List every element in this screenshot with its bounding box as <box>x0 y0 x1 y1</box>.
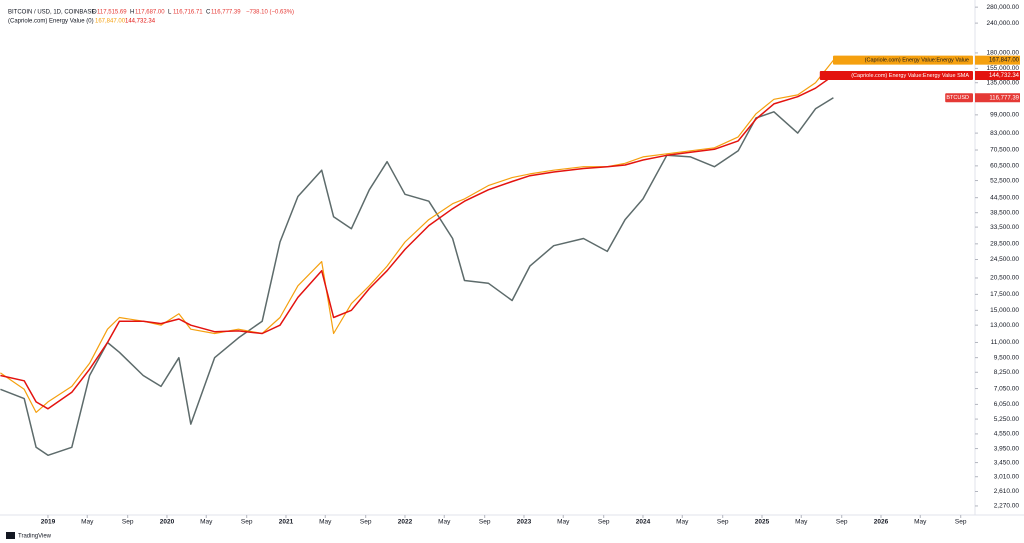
x-tick-label: Sep <box>479 519 491 526</box>
x-tick-label: May <box>200 519 213 526</box>
x-tick-label: 2021 <box>279 519 294 526</box>
y-tick-label: 20,500.00 <box>990 275 1019 282</box>
value-label: 116,777.39 <box>989 95 1019 101</box>
indicator-value: 167,847.00 <box>95 19 126 25</box>
y-tick-label: 52,500.00 <box>990 177 1019 184</box>
y-tick-label: 24,500.00 <box>990 256 1019 263</box>
y-tick-label: 9,500.00 <box>994 354 1020 361</box>
x-tick-label: Sep <box>598 519 610 526</box>
x-tick-label: 2023 <box>517 519 532 526</box>
y-tick-label: 13,000.00 <box>990 322 1019 329</box>
y-tick-label: 33,500.00 <box>990 224 1019 231</box>
x-tick-label: Sep <box>122 519 134 526</box>
y-tick-label: 38,500.00 <box>990 209 1019 216</box>
x-tick-label: Sep <box>717 519 729 526</box>
y-tick-label: 3,010.00 <box>994 473 1020 480</box>
y-tick-label: 4,550.00 <box>994 431 1020 438</box>
ohlc-value: 116,716.71 <box>173 10 203 16</box>
series-name: (Capriole.com) Energy Value:Energy Value <box>865 58 969 64</box>
x-tick-label: 2026 <box>874 519 889 526</box>
x-tick-label: May <box>319 519 332 526</box>
ohlc-value: 117,687.00 <box>135 10 165 16</box>
last-value-label: BTCUSD 116,777.39 <box>945 93 1020 103</box>
x-tick-label: Sep <box>360 519 372 526</box>
y-tick-label: 135,000.00 <box>986 79 1019 86</box>
name-box <box>833 55 973 65</box>
ohlc-key: H <box>130 10 134 16</box>
x-tick-label: 2020 <box>160 519 175 526</box>
value-box <box>975 71 1020 81</box>
footer: TradingView <box>18 534 52 540</box>
y-tick-label: 15,000.00 <box>990 307 1019 314</box>
symbol: BITCOIN / USD, 1D, COINBASE <box>8 10 95 16</box>
y-tick-label: 8,250.00 <box>994 369 1020 376</box>
ohlc-key: O <box>92 10 97 16</box>
x-tick-label: Sep <box>836 519 848 526</box>
y-tick-label: 155,000.00 <box>986 65 1019 72</box>
x-tick-label: May <box>438 519 451 526</box>
logo <box>6 532 15 539</box>
x-tick-label: May <box>81 519 94 526</box>
ohlc-value: 117,515.69 <box>97 10 127 16</box>
x-tick-label: 2019 <box>41 519 56 526</box>
y-tick-label: 180,000.00 <box>986 50 1019 57</box>
y-tick-label: 44,500.00 <box>990 194 1019 201</box>
indicator-value: 144,732.34 <box>125 19 156 25</box>
y-tick-label: 6,050.00 <box>994 401 1020 408</box>
series-line <box>0 97 834 457</box>
ohlc-key: C <box>206 10 211 16</box>
x-tick-label: May <box>795 519 808 526</box>
value-label: 167,847.00 <box>989 58 1020 64</box>
name-box <box>819 71 973 81</box>
y-tick-label: 83,000.00 <box>990 130 1019 137</box>
y-tick-label: 70,500.00 <box>990 147 1019 154</box>
series-line <box>0 74 834 410</box>
indicator: (Capriole.com) Energy Value (0) <box>8 19 94 25</box>
series-line <box>0 59 834 413</box>
y-tick-label: 11,000.00 <box>991 339 1020 346</box>
y-tick-label: 99,000.00 <box>990 112 1019 119</box>
series-name: BTCUSD <box>946 95 969 101</box>
last-value-label: (Capriole.com) Energy Value:Energy Value… <box>819 71 1020 81</box>
change: −738.10 (−0.63%) <box>246 10 294 16</box>
y-tick-label: 5,250.00 <box>994 416 1020 423</box>
name-box <box>945 93 973 103</box>
y-tick-label: 17,500.00 <box>990 291 1019 298</box>
x-tick-label: 2024 <box>636 519 651 526</box>
value-box <box>975 93 1020 103</box>
x-tick-label: Sep <box>955 519 967 526</box>
x-tick-label: May <box>914 519 927 526</box>
y-tick-label: 7,050.00 <box>994 385 1020 392</box>
y-tick-label: 60,500.00 <box>990 163 1019 170</box>
ohlc: O 117,515.69 H 117,687.00 L 116,716.71 C 116,77… <box>92 10 294 16</box>
ohlc-value: 116,777.39 <box>211 10 241 16</box>
x-tick-label: 2025 <box>755 519 770 526</box>
y-tick-label: 240,000.00 <box>986 20 1019 27</box>
y-tick-label: 28,500.00 <box>990 241 1019 248</box>
ohlc-key: L <box>168 10 172 16</box>
x-tick-label: May <box>557 519 570 526</box>
x-tick-label: Sep <box>241 519 253 526</box>
series-name: (Capriole.com) Energy Value:Energy Value… <box>851 73 969 79</box>
y-tick-label: 280,000.00 <box>986 4 1019 11</box>
value-label: 144,732.34 <box>989 73 1020 79</box>
y-tick-label: 2,610.00 <box>994 488 1020 495</box>
x-tick-label: May <box>676 519 689 526</box>
last-value-label: (Capriole.com) Energy Value:Energy Value… <box>833 55 1020 65</box>
y-tick-label: 3,450.00 <box>994 459 1020 466</box>
value-box <box>975 55 1020 65</box>
x-tick-label: 2022 <box>398 519 413 526</box>
y-tick-label: 2,270.00 <box>994 503 1020 510</box>
y-tick-label: 3,950.00 <box>994 445 1020 452</box>
